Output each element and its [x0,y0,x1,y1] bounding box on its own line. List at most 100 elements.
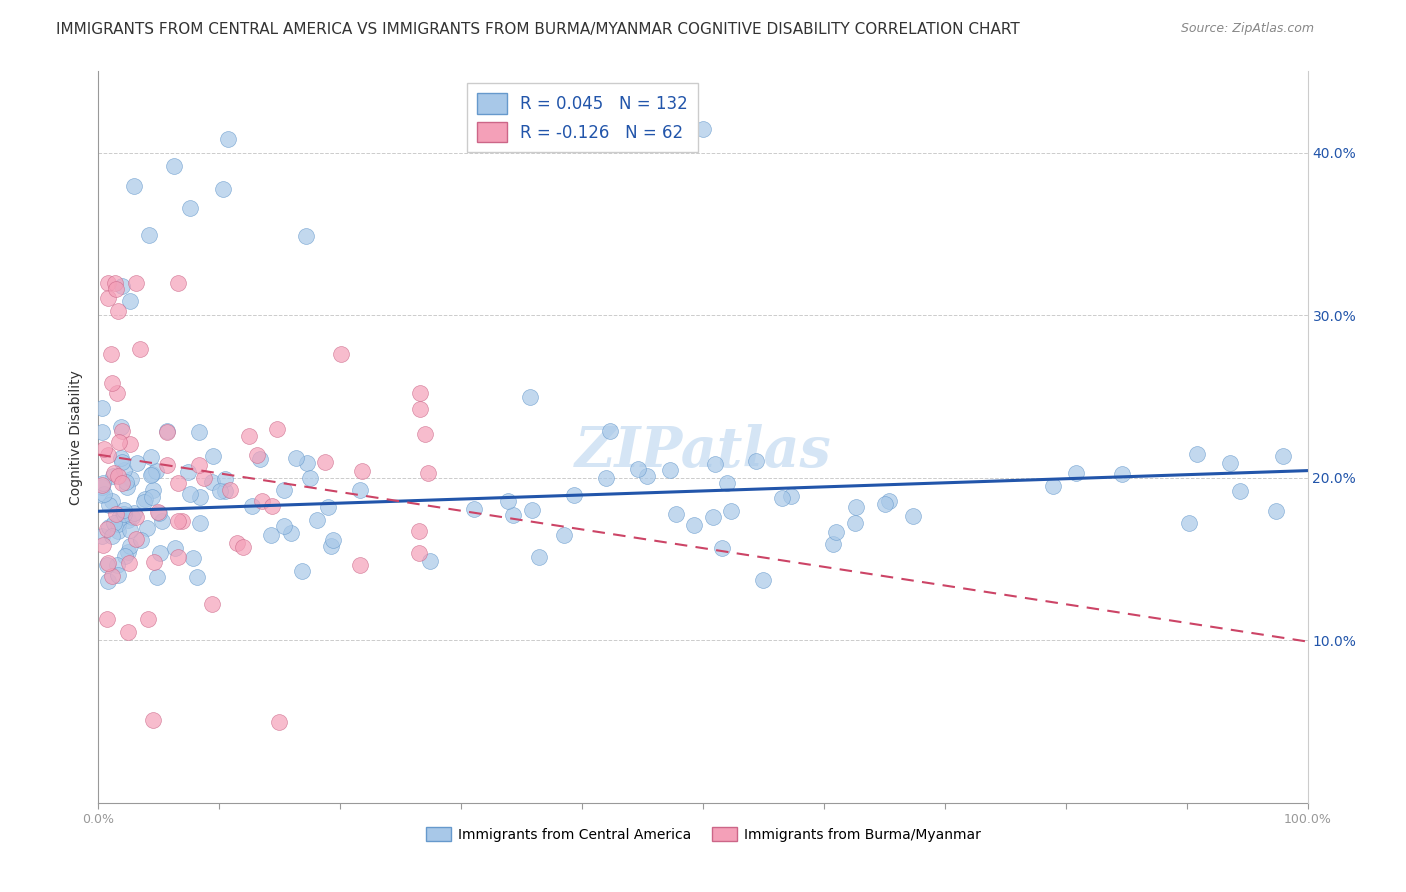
Point [745,454,768,468]
Point [280,525,302,540]
Point [115,475,138,489]
Point [498,493,520,508]
Point [93,486,115,500]
Point [100,494,122,508]
Point [110,419,132,434]
Point [209,483,232,498]
Point [711,541,734,556]
Point [595,471,617,485]
Point [125,510,148,524]
Point [413,427,436,442]
Point [177,466,200,480]
Point [238,428,260,442]
Point [129,342,152,356]
Point [322,533,344,548]
Point [201,475,224,490]
Point [1111,467,1133,482]
Point [142,483,165,497]
Point [110,450,132,465]
Point [409,386,432,401]
Point [329,347,352,361]
Point [104,282,127,296]
Point [145,464,167,478]
Point [100,569,122,583]
Point [108,435,131,450]
Point [298,471,321,485]
Point [273,483,295,497]
Point [152,514,174,528]
Point [117,512,139,526]
Point [845,500,868,515]
Point [408,524,430,538]
Point [118,539,141,553]
Point [1264,504,1286,518]
Point [564,488,586,502]
Point [704,457,727,471]
Point [129,533,152,547]
Text: Source: ZipAtlas.com: Source: ZipAtlas.com [1181,22,1315,36]
Point [139,450,162,464]
Point [105,508,128,522]
Point [117,545,139,559]
Point [156,425,179,439]
Point [91,425,114,440]
Point [201,449,224,463]
Point [252,494,274,508]
Point [187,458,209,472]
Point [98,520,121,534]
Point [419,554,441,568]
Point [118,556,141,570]
Point [1064,466,1087,480]
Y-axis label: Cognitive Disability: Cognitive Disability [69,369,83,505]
Point [117,625,139,640]
Point [502,508,524,522]
Point [179,487,201,501]
Point [97,556,120,570]
Point [519,390,541,404]
Point [636,469,658,483]
Point [409,402,432,417]
Point [111,279,134,293]
Point [91,478,114,492]
Point [97,291,120,305]
Point [138,228,160,243]
Point [166,514,188,528]
Point [232,540,254,554]
Point [103,466,125,480]
Point [118,294,141,309]
Point [124,506,146,520]
Point [181,550,204,565]
Point [716,475,738,490]
Point [101,528,124,542]
Point [155,458,177,472]
Point [132,494,155,508]
Point [103,516,125,530]
Point [163,159,186,173]
Point [141,467,163,481]
Point [107,524,129,538]
Point [111,475,134,490]
Point [188,516,211,531]
Point [91,488,114,502]
Point [167,550,190,565]
Point [105,558,128,572]
Point [101,376,124,390]
Point [240,499,263,513]
Point [463,502,485,516]
Legend: Immigrants from Central America, Immigrants from Burma/Myanmar: Immigrants from Central America, Immigra… [420,822,986,847]
Point [121,509,143,524]
Point [118,524,141,538]
Point [107,511,129,525]
Point [214,483,236,498]
Point [188,490,211,504]
Point [217,131,239,145]
Point [314,455,336,469]
Point [97,574,120,589]
Point [1229,483,1251,498]
Point [267,714,290,729]
Point [146,569,169,583]
Point [135,521,157,535]
Point [91,480,114,494]
Point [122,178,145,193]
Point [142,555,165,569]
